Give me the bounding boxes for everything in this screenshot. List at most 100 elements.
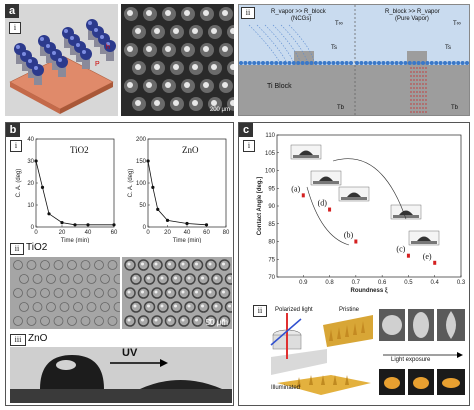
y-tick-label: 0 bbox=[143, 225, 147, 231]
y-tick-label: 90 bbox=[268, 204, 275, 210]
x-tick-label: 40 bbox=[85, 230, 92, 236]
y-tick-label: 20 bbox=[27, 181, 34, 187]
point-label: (b) bbox=[344, 231, 354, 240]
x-tick-label: 0.9 bbox=[299, 280, 308, 286]
x-tick-label: 40 bbox=[184, 230, 191, 236]
scale-bar-b: 50 μm bbox=[205, 318, 228, 327]
ti-block-label: Ti Block bbox=[267, 83, 292, 90]
tio2-contact-angle-chart: 0 20 40 60 0 10 20 30 40 TiO2 Time (min) C. A. (deg… bbox=[16, 137, 118, 243]
panel-b-tag: b bbox=[6, 123, 20, 137]
data-point bbox=[433, 260, 437, 265]
chart-title: TiO2 bbox=[70, 145, 89, 155]
label-h: h bbox=[106, 44, 110, 51]
panel-c-ii-tag: ii bbox=[253, 305, 267, 317]
point-label: (c) bbox=[396, 245, 405, 254]
panel-a-ii: ii R_vapor >> R_block R_block >> R_vapor… bbox=[238, 4, 470, 116]
x-tick-label: 60 bbox=[111, 230, 118, 236]
y-tick-label: 100 bbox=[136, 181, 147, 187]
data-point bbox=[328, 207, 332, 212]
y-tick-label: 80 bbox=[268, 240, 275, 246]
series-line bbox=[35, 160, 114, 226]
panel-b-iii-tag: iii bbox=[10, 334, 26, 346]
tio2-pattern-right bbox=[124, 259, 232, 327]
x-tick-label: 60 bbox=[203, 230, 210, 236]
data-point bbox=[86, 223, 90, 227]
x-tick-label: 0 bbox=[34, 230, 38, 236]
tio2-micrograph-right: 50 μm bbox=[122, 257, 232, 329]
panel-b-ii-tag: ii bbox=[10, 243, 24, 255]
data-point bbox=[354, 239, 358, 244]
y-axis-label: C. A. (deg) bbox=[128, 169, 134, 198]
b-iii-label: ZnO bbox=[28, 333, 48, 344]
data-point bbox=[73, 223, 77, 227]
label-p: P bbox=[95, 61, 100, 68]
cond-left: R_vapor >> R_block bbox=[271, 9, 326, 15]
polarized-light-label: Polarized light bbox=[275, 307, 313, 313]
zno-wetting-transition bbox=[10, 355, 232, 403]
data-point bbox=[60, 221, 64, 225]
ts-left: Ts bbox=[331, 45, 337, 51]
x-tick-label: 0.7 bbox=[352, 280, 361, 286]
data-point bbox=[146, 159, 150, 163]
y-tick-label: 150 bbox=[136, 159, 147, 165]
y-tick-label: 70 bbox=[268, 275, 275, 281]
pristine-label: Pristine bbox=[339, 307, 360, 313]
droplet-inset bbox=[408, 230, 440, 246]
droplet-micrograph bbox=[124, 7, 234, 111]
panel-c-i-tag: i bbox=[243, 140, 255, 152]
droplet-inset bbox=[290, 144, 322, 160]
panel-a-i-tag: i bbox=[9, 22, 21, 34]
panel-a: h P a i 200 μm bbox=[5, 4, 234, 116]
cond-right: R_block >> R_vapor bbox=[385, 9, 440, 15]
droplet-inset bbox=[338, 186, 370, 202]
y-tick-label: 0 bbox=[31, 225, 35, 231]
ts-right: Ts bbox=[445, 45, 451, 51]
x-axis-label: Roundness ξ bbox=[350, 288, 387, 294]
x-axis-label: Time (min) bbox=[61, 238, 89, 243]
droplet-shape-images: Light exposure bbox=[377, 305, 467, 401]
zno-contact-angle-chart: 0 20 40 60 80 0 50 100 150 200 ZnO Time (min) C. A. … bbox=[128, 137, 230, 243]
y-tick-label: 50 bbox=[139, 203, 146, 209]
polarization-schematic: Polarized light Pristine Illuminated bbox=[267, 305, 377, 401]
panel-b: b i 0 20 40 60 0 10 20 30 40 TiO2 Time (min) C. A. … bbox=[5, 122, 234, 406]
x-tick-label: 0.4 bbox=[431, 280, 440, 286]
y-tick-label: 100 bbox=[265, 169, 276, 175]
panel-c-tag: c bbox=[239, 123, 253, 137]
illuminated-label: Illuminated bbox=[271, 385, 301, 391]
y-tick-label: 10 bbox=[27, 203, 34, 209]
series-line bbox=[147, 160, 207, 226]
chart-title: ZnO bbox=[182, 145, 199, 155]
x-tick-label: 0 bbox=[146, 230, 150, 236]
tb-right: Tb bbox=[451, 105, 459, 111]
x-tick-label: 0.5 bbox=[404, 280, 413, 286]
light-exposure-label: Light exposure bbox=[391, 357, 431, 363]
data-point bbox=[40, 185, 45, 189]
y-axis-label: Contact Angle [deg.] bbox=[257, 177, 263, 235]
ncgs-label: (NCGs) bbox=[291, 16, 312, 22]
micrograph-droplets: 200 μm bbox=[121, 4, 234, 116]
light-exposure-sequence bbox=[379, 309, 465, 395]
trend-arrow bbox=[306, 186, 350, 246]
x-tick-label: 20 bbox=[164, 230, 171, 236]
x-tick-label: 80 bbox=[223, 230, 230, 236]
droplet-inset bbox=[390, 204, 422, 220]
x-tick-label: 20 bbox=[59, 230, 66, 236]
y-tick-label: 85 bbox=[268, 222, 275, 228]
zno-droplet-images: UV bbox=[10, 347, 232, 403]
data-point bbox=[112, 223, 116, 227]
data-point bbox=[151, 185, 155, 189]
data-point bbox=[165, 218, 170, 222]
data-point bbox=[204, 223, 209, 227]
scale-bar-a: 200 μm bbox=[209, 107, 230, 113]
x-axis-label: Time (min) bbox=[173, 238, 201, 243]
x-tick-label: 0.8 bbox=[325, 280, 334, 286]
data-point bbox=[156, 207, 160, 211]
tio2-micrograph-left bbox=[10, 257, 120, 329]
tinf-left: T∞ bbox=[335, 21, 343, 27]
x-tick-label: 0.6 bbox=[378, 280, 387, 286]
point-label: (a) bbox=[291, 184, 300, 193]
panel-c: c i 0.9 0.8 0.7 0.6 0.5 0.4 0.3 70 75 80 85 90 95 100… bbox=[238, 122, 470, 406]
data-point bbox=[47, 212, 51, 216]
y-tick-label: 110 bbox=[265, 133, 275, 139]
micropillar-schematic bbox=[9, 19, 116, 114]
